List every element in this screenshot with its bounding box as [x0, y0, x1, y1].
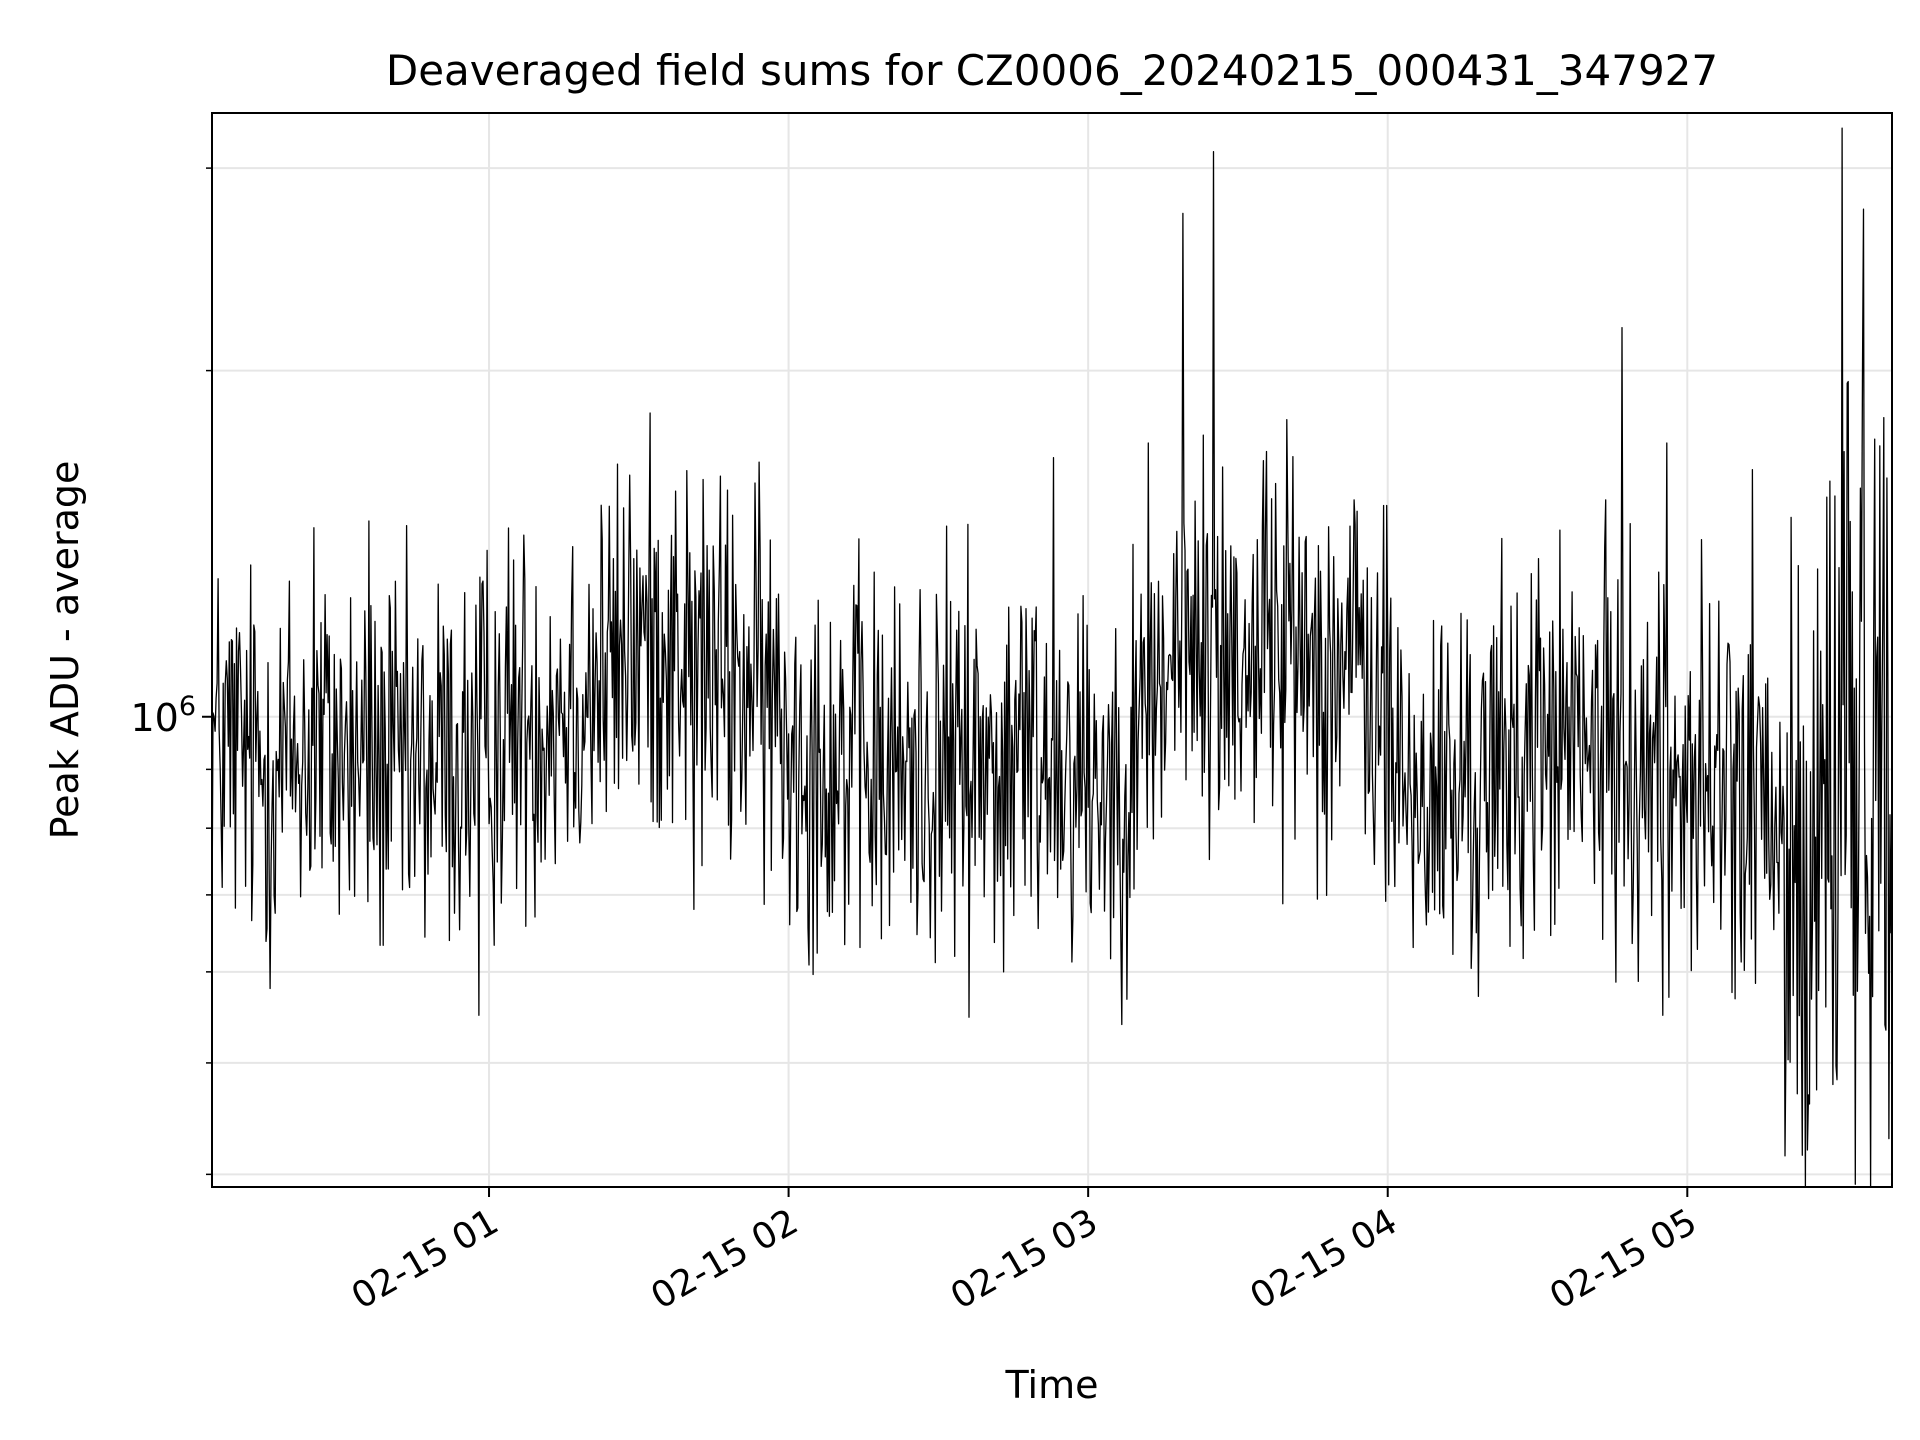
series-layer	[211, 127, 1893, 1188]
y-tick-label: 106	[130, 691, 196, 740]
chart-title: Deaveraged field sums for CZ0006_2024021…	[386, 46, 1718, 95]
y-axis-label: Peak ADU - average	[43, 461, 87, 840]
x-axis-label: Time	[1005, 1363, 1099, 1407]
plot-area-frame	[211, 112, 1893, 1188]
series-line	[211, 127, 1893, 1188]
y-axis: 106	[130, 167, 212, 1176]
grid	[212, 113, 1892, 1187]
